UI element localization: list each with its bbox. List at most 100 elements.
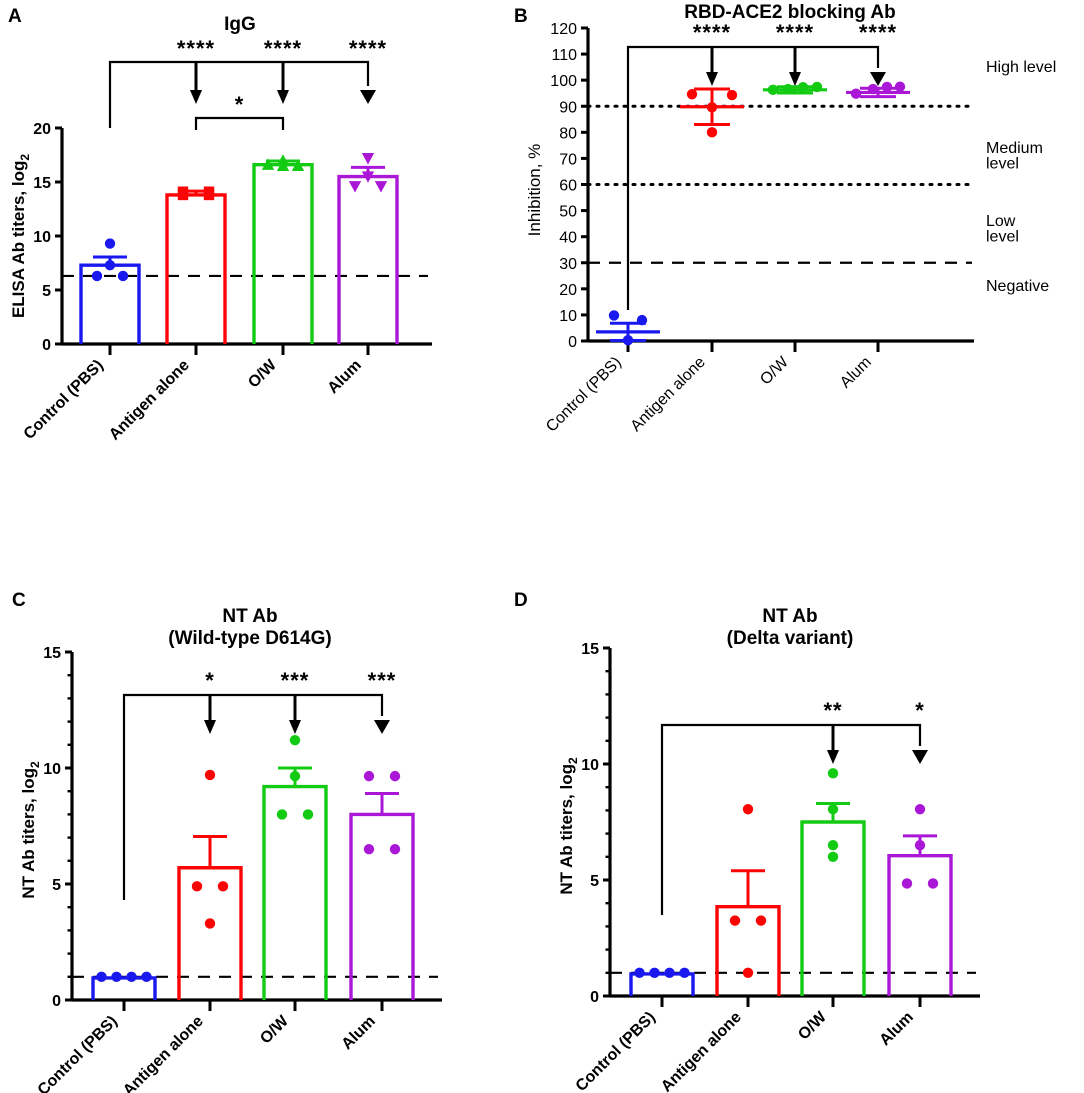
significance-label: ****	[264, 36, 302, 61]
data-point-marker	[191, 881, 203, 892]
data-point-marker	[389, 770, 401, 782]
bar-1	[165, 193, 227, 344]
x-category-label: O/W	[257, 1012, 292, 1047]
panel-b: B RBD-ACE2 blocking Ab 0 10 20 30 40 50 60 70 80 90…	[514, 2, 1056, 436]
data-point-marker	[664, 967, 675, 978]
y-tick-label: 15	[33, 175, 51, 192]
y-tick-label: 60	[559, 178, 577, 195]
x-category-label: O/W	[757, 353, 792, 388]
x-category-label: Control (PBS)	[573, 1009, 659, 1093]
data-point-marker	[289, 770, 301, 782]
y-tick-label: 0	[52, 993, 61, 1010]
y-tick-label: 5	[590, 873, 599, 890]
data-points-group-3	[901, 804, 939, 889]
data-point-marker	[261, 158, 275, 170]
y-tick-label: 70	[559, 151, 577, 168]
level-label-5: Negative	[986, 278, 1049, 295]
data-point-marker	[302, 809, 314, 820]
data-point-marker	[827, 840, 839, 851]
data-point-marker	[755, 915, 767, 926]
y-axis-title-subscript: 2	[18, 154, 32, 161]
y-tick-label: 20	[33, 121, 51, 138]
y-axis-title: NT Ab titers, log2	[557, 757, 580, 895]
data-point-marker	[827, 768, 839, 779]
significance-arrow-head	[289, 720, 301, 734]
y-tick-label: 40	[559, 230, 577, 247]
panel-subtitle-c: (Wild-type D614G)	[168, 628, 331, 649]
data-point-marker	[901, 878, 913, 889]
data-point-marker	[622, 335, 634, 346]
significance-arrow-head	[827, 750, 839, 764]
bar-3	[337, 174, 399, 344]
data-point-marker	[389, 844, 401, 855]
data-point-marker	[867, 83, 879, 95]
data-points-group-1	[191, 769, 229, 929]
y-tick-label: 15	[581, 641, 599, 658]
data-points-group-1	[729, 804, 767, 978]
significance-arrow-head	[870, 72, 886, 86]
data-point-marker	[291, 159, 305, 171]
panel-title-c: NT Ab	[222, 606, 277, 627]
data-point-marker	[686, 89, 698, 100]
data-point-marker	[881, 81, 893, 93]
data-point-marker	[797, 82, 809, 93]
data-point-marker	[729, 915, 741, 926]
y-axis-title: ELISA Ab titers, log2	[9, 154, 32, 318]
data-point-marker	[742, 967, 754, 978]
data-point-marker	[289, 734, 301, 746]
data-point-marker	[679, 967, 690, 978]
data-point-marker	[104, 238, 116, 249]
data-point-marker	[141, 971, 152, 982]
significance-arrow-head	[204, 720, 216, 734]
y-tick-label: 90	[559, 99, 577, 116]
y-tick-label: 10	[33, 229, 51, 246]
data-point-marker	[827, 851, 839, 862]
y-tick-label: 110	[551, 47, 577, 64]
x-category-label: Control (PBS)	[35, 1013, 121, 1093]
y-tick-label: 100	[550, 73, 577, 90]
panel-title-d: NT Ab	[762, 606, 817, 627]
data-point-marker	[104, 259, 116, 271]
y-axis-title-subscript: 2	[28, 761, 42, 768]
panel-letter-d: D	[514, 590, 528, 611]
data-point-marker	[126, 971, 137, 982]
data-point-marker	[706, 102, 718, 113]
y-tick-label: 0	[42, 337, 51, 354]
significance-arrow-head	[912, 750, 928, 764]
significance-label: **	[823, 698, 842, 723]
bar-0	[91, 976, 157, 1000]
x-category-label: Antigen alone	[106, 357, 193, 444]
data-point-marker	[726, 89, 738, 101]
data-point-marker	[91, 270, 103, 282]
bar-2	[262, 784, 328, 1000]
data-point-marker	[204, 769, 216, 781]
level-label-4: level	[986, 229, 1019, 246]
y-tick-label: 5	[52, 877, 61, 894]
y-tick-label: 10	[43, 761, 61, 778]
level-label-3: Low	[986, 213, 1016, 230]
bar-3	[349, 812, 415, 1000]
data-point-marker	[361, 171, 375, 183]
significance-label: ****	[693, 20, 731, 45]
panel-letter-c: C	[12, 590, 26, 611]
panel-a: A IgG 0 5 10 15 20 Control (PBS) Antigen alone O/…	[8, 6, 432, 444]
significance-arrow-head	[360, 90, 376, 104]
significance-arrow-head	[789, 72, 801, 86]
y-tick-label: 20	[559, 282, 577, 299]
y-tick-label: 5	[42, 283, 51, 300]
data-point-marker	[96, 971, 107, 982]
data-point-marker	[363, 844, 375, 855]
data-point-marker	[827, 804, 839, 815]
data-points-group-2	[276, 734, 314, 820]
significance-label: ****	[177, 36, 215, 61]
data-points-group-3	[850, 81, 906, 99]
significance-label: ****	[776, 20, 814, 45]
data-point-marker	[894, 81, 906, 92]
data-points-group-0	[608, 310, 648, 346]
x-category-label: Antigen alone	[120, 1013, 207, 1093]
significance-label-secondary: *	[235, 92, 245, 117]
significance-bracket-main	[122, 693, 384, 900]
bar-1	[177, 866, 243, 1000]
data-points-group-0	[91, 238, 129, 282]
